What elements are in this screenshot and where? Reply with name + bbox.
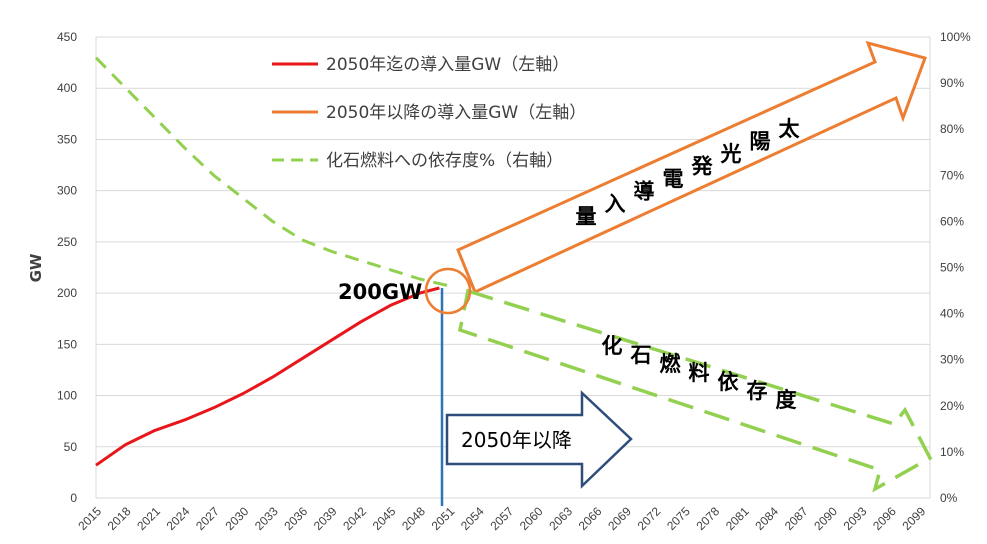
x-axis-ticks: 2015 2018 2021 2024 2027 2030 2033 2036 2039 2042… — [75, 504, 928, 533]
y2-tick-label: 80% — [940, 122, 964, 136]
y-tick-label: 300 — [57, 184, 77, 198]
arrow-label-char: 光 — [720, 142, 742, 166]
arrow-label-char: 石 — [630, 343, 652, 367]
y-tick-label: 250 — [57, 235, 77, 249]
x-tick-label: 2036 — [281, 504, 310, 533]
x-tick-label: 2087 — [782, 504, 811, 533]
y-tick-label: 0 — [70, 491, 77, 505]
y-tick-label: 450 — [57, 30, 77, 44]
legend-label: 化石燃料への依存度%（右軸） — [326, 151, 563, 171]
x-tick-label: 2081 — [723, 504, 752, 533]
solar-increase-arrow — [456, 40, 927, 295]
y-tick-label: 400 — [57, 81, 77, 95]
x-tick-label: 2078 — [693, 504, 722, 533]
series-line-0 — [95, 286, 440, 467]
arrow-label-char: 化 — [602, 334, 623, 358]
fossil-arrow-shape — [457, 288, 933, 493]
solar-arrow-shape — [456, 40, 927, 295]
arrow-label-char: 依 — [718, 370, 740, 394]
y-tick-label: 50 — [64, 440, 78, 454]
x-tick-label: 2069 — [605, 504, 634, 533]
arrow-label-char: 量 — [576, 205, 597, 229]
arrow-label-char: 料 — [689, 361, 710, 385]
x-tick-label: 2096 — [870, 504, 899, 533]
legend-label: 2050年迄の導入量GW（左軸） — [326, 55, 569, 75]
series-line-2 — [94, 56, 450, 288]
legend: 2050年迄の導入量GW（左軸） 2050年以降の導入量GW（左軸） 化石燃料への依… — [272, 55, 586, 171]
series-lines — [94, 56, 450, 467]
y-axis-ticks: 0 50 100 150 200 250 300 350 400 450 — [57, 30, 77, 505]
x-tick-label: 2060 — [517, 504, 546, 533]
x-tick-label: 2024 — [164, 504, 193, 533]
x-tick-label: 2075 — [664, 504, 693, 533]
legend-label: 2050年以降の導入量GW（左軸） — [326, 103, 586, 123]
arrow-label-char: 入 — [605, 192, 626, 216]
y2-tick-label: 30% — [940, 353, 964, 367]
x-tick-label: 2015 — [75, 504, 104, 533]
y-tick-label: 150 — [57, 337, 77, 351]
y2-tick-label: 100% — [940, 30, 971, 44]
y2-axis-ticks: 0% 10% 20% 30% 40% 50% 60% 70% 80% 90% 100% — [940, 30, 971, 505]
y-tick-label: 100 — [57, 389, 77, 403]
arrow-label-char: 太 — [779, 117, 801, 141]
x-tick-label: 2099 — [900, 504, 929, 533]
arrow-label-char: 存 — [747, 379, 768, 403]
y2-tick-label: 90% — [940, 76, 964, 90]
x-tick-label: 2054 — [458, 504, 487, 533]
y-tick-label: 350 — [57, 132, 77, 146]
x-tick-label: 2045 — [370, 504, 399, 533]
x-tick-label: 2018 — [105, 504, 134, 533]
fossil-arrow-label: 化石燃料依存度 — [602, 334, 797, 412]
x-tick-label: 2057 — [487, 504, 516, 533]
x-tick-label: 2072 — [635, 504, 664, 533]
arrow-label-char: 陽 — [750, 130, 771, 154]
arrow-label-char: 発 — [691, 155, 714, 179]
after-2050-arrow: 2050年以降 — [445, 390, 633, 489]
arrow-label-char: 燃 — [660, 352, 682, 376]
y2-tick-label: 10% — [940, 445, 964, 459]
y2-tick-label: 0% — [940, 491, 958, 505]
after-2050-arrow-shape — [445, 390, 633, 489]
x-tick-label: 2093 — [841, 504, 870, 533]
y2-tick-label: 40% — [940, 307, 964, 321]
arrow-label-char: 電 — [663, 167, 684, 191]
x-tick-label: 2033 — [252, 504, 281, 533]
x-tick-label: 2063 — [546, 504, 575, 533]
y2-tick-label: 70% — [940, 168, 964, 182]
point-label-200gw: 200GW — [338, 280, 422, 304]
fossil-decrease-arrow — [457, 288, 933, 493]
after-2050-label: 2050年以降 — [461, 428, 572, 452]
x-tick-label: 2066 — [576, 504, 605, 533]
x-tick-label: 2090 — [811, 504, 840, 533]
x-tick-label: 2048 — [399, 504, 428, 533]
highlight-circle — [424, 267, 472, 315]
x-tick-label: 2030 — [223, 504, 252, 533]
x-tick-label: 2021 — [134, 504, 163, 533]
arrow-label-char: 度 — [776, 388, 797, 412]
y2-tick-label: 60% — [940, 214, 964, 228]
y-axis-label: GW — [27, 253, 45, 282]
x-tick-label: 2051 — [429, 504, 458, 533]
x-tick-label: 2027 — [193, 504, 222, 533]
x-tick-label: 2042 — [340, 504, 369, 533]
y2-tick-label: 50% — [940, 261, 964, 275]
y2-tick-label: 20% — [940, 399, 964, 413]
y-tick-label: 200 — [57, 286, 77, 300]
x-tick-label: 2084 — [752, 504, 781, 533]
x-tick-label: 2039 — [311, 504, 340, 533]
arrow-label-char: 導 — [634, 180, 655, 204]
